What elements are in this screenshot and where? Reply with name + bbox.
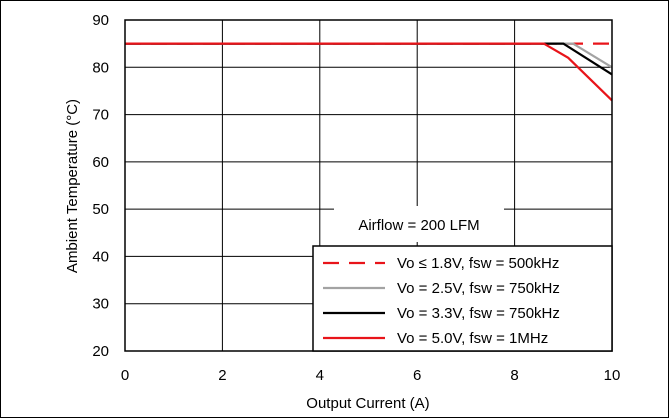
legend-label-2: Vo = 2.5V, fsw = 750kHz [397, 280, 560, 297]
x-axis-title: Output Current (A) [306, 395, 429, 412]
legend-label-4: Vo = 5.0V, fsw = 1MHz [397, 330, 548, 347]
x-tick-label: 10 [604, 367, 621, 384]
series-line-3 [125, 42, 613, 76]
y-tick-label: 80 [92, 59, 109, 76]
series-line-2 [125, 42, 613, 69]
y-tick-label: 90 [92, 12, 109, 29]
y-tick-labels: 20 30 40 50 60 70 80 90 [92, 12, 109, 360]
y-axis-title: Ambient Temperature (°C) [64, 99, 81, 273]
y-tick-label: 30 [92, 296, 109, 313]
annotation-box: Airflow = 200 LFM [334, 206, 504, 242]
annotation-background [334, 206, 504, 242]
x-tick-label: 0 [121, 367, 129, 384]
y-tick-label: 70 [92, 107, 109, 124]
x-tick-label: 6 [413, 367, 421, 384]
series-lines [125, 42, 613, 102]
x-tick-labels: 0 2 4 6 8 10 [121, 367, 621, 384]
legend-label-1: Vo ≤ 1.8V, fsw = 500kHz [397, 255, 559, 272]
x-tick-label: 2 [218, 367, 226, 384]
x-tick-label: 8 [510, 367, 518, 384]
y-tick-label: 60 [92, 154, 109, 171]
y-tick-label: 40 [92, 248, 109, 265]
airflow-annotation: Airflow = 200 LFM [358, 217, 479, 234]
x-tick-label: 4 [316, 367, 324, 384]
legend-label-3: Vo = 3.3V, fsw = 750kHz [397, 305, 560, 322]
y-tick-label: 50 [92, 201, 109, 218]
y-tick-label: 20 [92, 343, 109, 360]
series-line-4 [125, 42, 613, 102]
legend: Vo ≤ 1.8V, fsw = 500kHz Vo = 2.5V, fsw = … [312, 245, 613, 352]
